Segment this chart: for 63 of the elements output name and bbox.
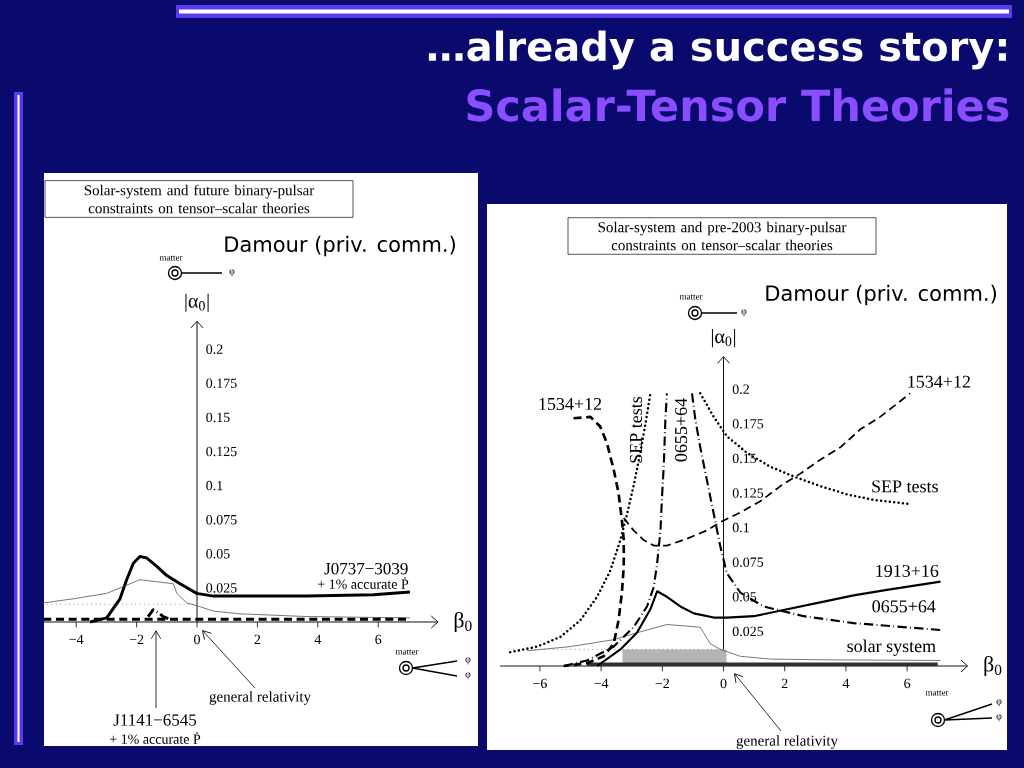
series-label: 1534+12 — [908, 375, 970, 388]
text: φ — [741, 309, 747, 317]
y-tick-label: 0.025 — [206, 583, 237, 593]
y-tick-label: 0.05 — [206, 549, 230, 559]
x-tick-label: −4 — [594, 678, 609, 688]
annotation: + 1% accurate Ṗ — [317, 577, 409, 589]
y-tick-label: 0.125 — [206, 446, 237, 457]
x-tick-label: 2 — [254, 634, 261, 644]
text: φ — [229, 269, 235, 277]
text: …already a success story: — [428, 30, 1006, 70]
annotation: SEP tests — [629, 396, 643, 463]
series-label: SEP tests — [872, 480, 938, 493]
text: φ — [996, 714, 1002, 722]
text: φ — [996, 699, 1002, 707]
text: Damour (priv. comm.) — [766, 284, 996, 306]
x-tick-label: 4 — [842, 678, 850, 688]
chart-title: Solar-system and future binary-pulsar constraints on tensor–scalar theories — [84, 184, 315, 214]
text: Scalar-Tensor Theories — [467, 88, 1009, 122]
x-tick-label: 0 — [194, 634, 200, 645]
x-tick-label: −4 — [69, 634, 84, 644]
x-tick-label: −2 — [129, 634, 144, 644]
y-tick-label: 0.05 — [732, 592, 757, 602]
y-tick-label: 0.15 — [206, 412, 230, 423]
x-tick-label: 6 — [375, 634, 382, 645]
text: φ — [465, 672, 471, 680]
annotation: 0655+64 — [674, 398, 688, 462]
annotation: 1534+12 — [539, 397, 602, 411]
x-axis-title: β$_{0}$ — [454, 611, 472, 633]
x-tick-label: 0 — [720, 678, 727, 689]
text: Damour (priv. comm.) — [225, 235, 455, 257]
text: general relativity — [209, 691, 311, 705]
y-tick-label: 0.125 — [732, 488, 764, 498]
x-tick-label: −2 — [655, 678, 669, 688]
y-axis-title: |α$_{0}$| — [711, 329, 736, 348]
x-axis-title: β$_{0}$ — [984, 655, 1002, 677]
y-tick-label: 0.1 — [732, 522, 749, 533]
series-label: 1913+16 — [876, 564, 939, 577]
chart-title: Solar-system and pre-2003 binary-pulsar constraints on tensor–scalar theories — [598, 221, 847, 251]
text: general relativity — [736, 735, 838, 749]
text: J1141−6545 — [113, 714, 197, 726]
text: matter — [925, 690, 949, 696]
y-tick-label: 0.2 — [206, 344, 223, 354]
y-tick-label: 0.025 — [732, 626, 764, 637]
x-tick-label: 4 — [314, 634, 322, 644]
series-label: J0737−3039 — [324, 562, 408, 575]
series-label: solar system — [847, 639, 936, 656]
text: matter — [159, 255, 183, 261]
y-tick-label: 0.175 — [732, 419, 764, 429]
y-tick-label: 0.075 — [206, 514, 237, 525]
text: + 1% accurate Ṗ — [109, 732, 201, 744]
text: matter — [679, 294, 703, 300]
series-label: 0655+64 — [872, 600, 936, 613]
y-tick-label: 0.175 — [206, 378, 237, 389]
x-tick-label: −6 — [533, 678, 547, 689]
x-tick-label: 6 — [904, 678, 911, 689]
text: φ — [465, 657, 471, 665]
y-axis-title: |α$_{0}$| — [185, 293, 209, 312]
y-tick-label: 0.15 — [732, 453, 757, 464]
y-tick-label: 0.075 — [732, 557, 764, 567]
y-tick-label: 0.1 — [206, 480, 223, 491]
y-tick-label: 0.2 — [732, 384, 749, 394]
text: matter — [395, 649, 419, 655]
x-tick-label: 2 — [781, 678, 788, 688]
